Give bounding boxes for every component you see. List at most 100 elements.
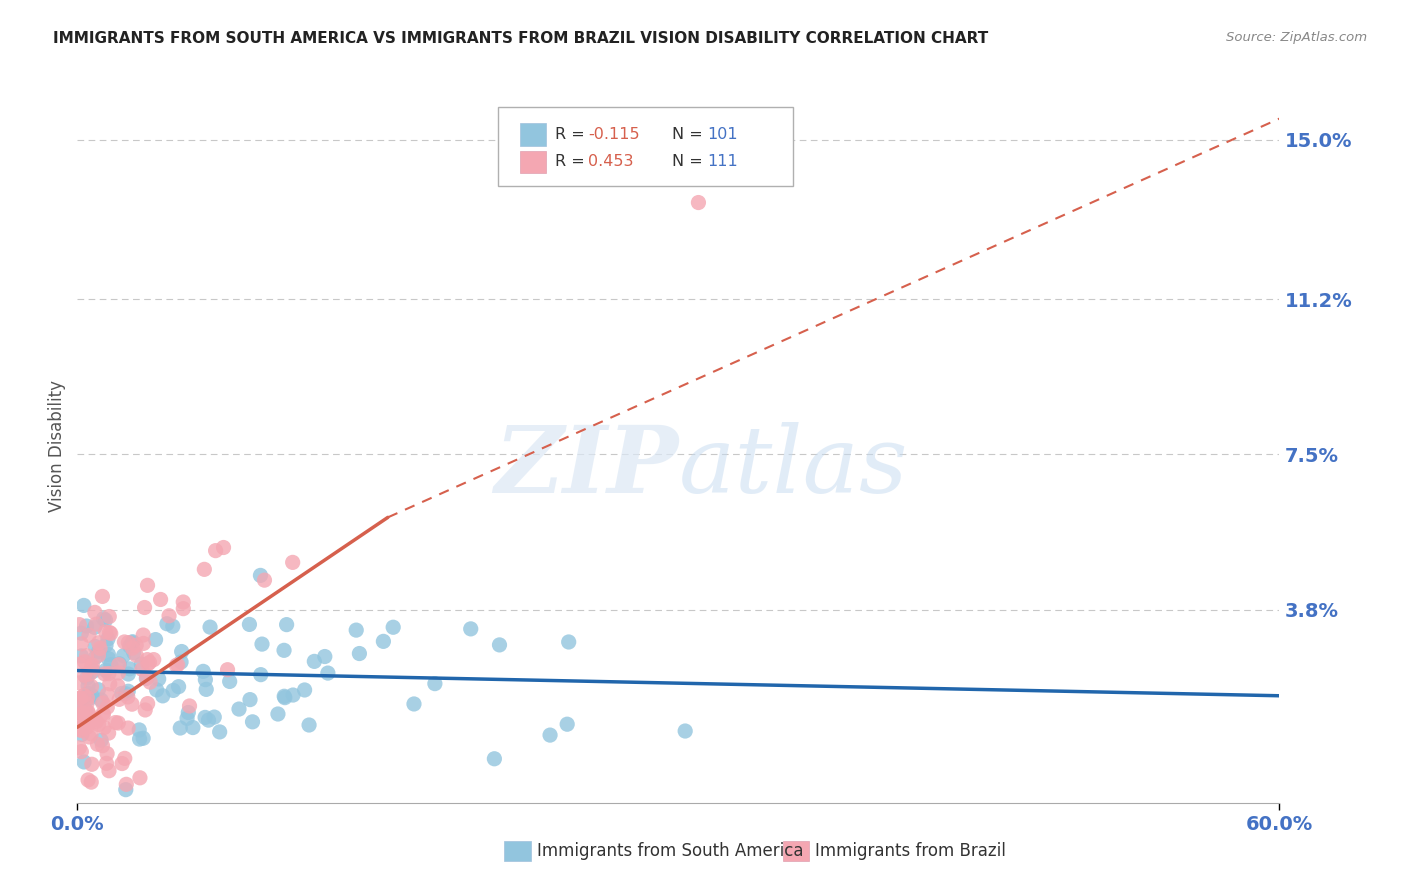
Point [135,671,157,685]
Point [239,692,262,706]
Point [87,682,110,697]
Point [80,689,103,703]
Point [112,635,135,649]
Point [202,710,225,724]
Point [70,648,93,663]
Point [87,644,110,658]
Point [131,657,153,672]
Point [70,706,93,720]
Point [157,608,180,623]
Point [77,679,100,693]
Point [76,697,98,711]
Point [107,716,129,731]
Point [93,721,115,735]
Point [162,619,184,633]
Point [142,652,165,666]
Point [228,702,250,716]
Text: 111: 111 [707,154,738,169]
Point [170,644,193,658]
Point [134,600,156,615]
Point [134,703,156,717]
Point [90,693,112,707]
Point [93,666,115,681]
Point [145,632,167,647]
Point [250,637,273,651]
Point [121,634,143,648]
Point [73,655,96,669]
Point [460,622,482,636]
Point [70,705,93,719]
Point [70,723,93,738]
Point [152,689,174,703]
Point [79,667,101,681]
Point [91,739,114,753]
Point [84,640,107,654]
Point [114,782,136,797]
Point [145,682,167,697]
Text: 101: 101 [707,128,738,143]
Point [67,723,90,737]
Point [294,683,316,698]
Point [107,665,129,680]
Point [273,643,295,657]
Point [97,726,120,740]
Point [77,705,100,719]
Point [80,680,103,694]
Point [111,686,134,700]
Point [94,638,117,652]
Point [128,723,150,737]
Text: Immigrants from Brazil: Immigrants from Brazil [815,842,1007,860]
Point [673,724,696,739]
Point [149,592,172,607]
Point [82,664,104,678]
Point [70,706,93,721]
Point [208,725,231,739]
Point [91,708,114,723]
Point [67,722,90,736]
Text: R =: R = [554,128,589,143]
Point [96,747,118,761]
Text: Source: ZipAtlas.com: Source: ZipAtlas.com [1226,31,1367,45]
Point [77,712,100,726]
Point [108,657,131,671]
Point [122,646,145,660]
FancyBboxPatch shape [498,107,793,186]
Point [76,619,98,633]
Point [107,679,129,693]
Point [80,757,103,772]
Point [111,756,134,771]
Point [194,673,217,687]
Point [77,628,100,642]
Point [162,683,184,698]
Point [104,715,127,730]
Point [67,691,90,706]
Point [242,714,264,729]
Point [172,601,194,615]
Point [97,648,120,662]
Point [344,623,367,637]
Point [97,651,120,665]
Point [117,721,139,735]
Point [77,730,100,744]
Point [349,647,371,661]
Text: atlas: atlas [679,423,908,512]
Bar [520,123,546,146]
Text: R =: R = [554,154,589,169]
Point [70,727,93,741]
Point [108,657,131,672]
Point [76,671,98,685]
Point [197,713,219,727]
Point [80,775,103,789]
Point [148,672,170,686]
Text: -0.115: -0.115 [588,128,640,143]
Point [70,707,93,722]
Point [80,727,103,741]
Point [382,620,405,634]
Point [91,590,114,604]
Point [72,719,94,733]
Point [97,632,120,646]
Point [314,649,336,664]
Point [94,613,117,627]
Point [423,676,446,690]
Point [167,680,190,694]
